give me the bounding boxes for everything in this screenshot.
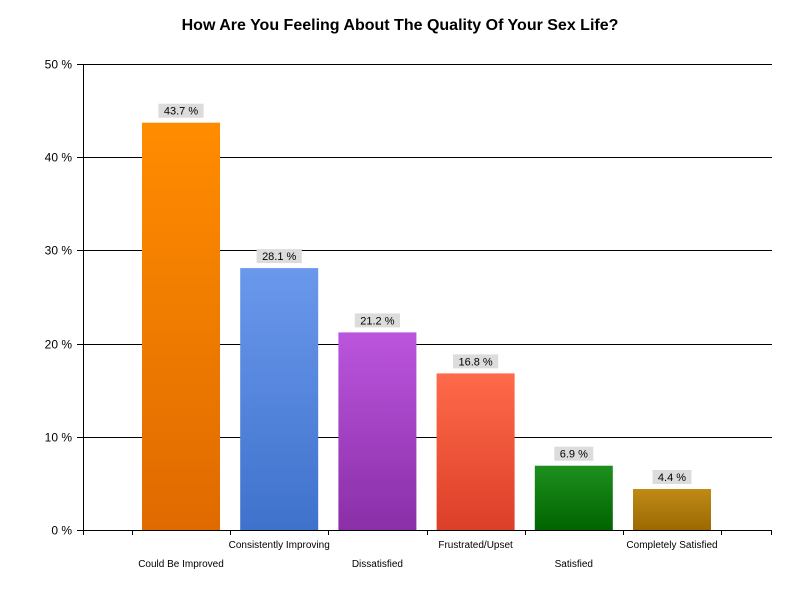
data-label: 43.7 % xyxy=(164,106,198,118)
y-tick-label: 20 % xyxy=(45,338,73,352)
chart-title: How Are You Feeling About The Quality Of… xyxy=(181,17,619,34)
data-label-background xyxy=(453,354,499,369)
x-category-label: Could Be Improved xyxy=(138,559,224,570)
bar-0 xyxy=(142,122,220,530)
y-tick-label: 0 % xyxy=(51,524,72,538)
data-label-background xyxy=(256,249,302,264)
bar-4 xyxy=(534,465,613,530)
x-category-label: Dissatisfied xyxy=(352,559,403,570)
y-tick-label: 50 % xyxy=(45,58,73,72)
data-label: 16.8 % xyxy=(458,356,492,368)
x-category-label: Satisfied xyxy=(555,559,593,570)
bar-5 xyxy=(633,489,711,530)
x-category-label: Completely Satisfied xyxy=(626,540,717,551)
bar-2 xyxy=(338,332,417,530)
bar-1 xyxy=(240,268,319,530)
y-tick-label: 30 % xyxy=(45,244,73,258)
x-category-label: Frustrated/Upset xyxy=(438,540,513,551)
data-label: 28.1 % xyxy=(262,251,296,263)
data-label-background xyxy=(354,313,400,328)
data-label: 4.4 % xyxy=(658,472,686,484)
y-tick-label: 40 % xyxy=(45,151,73,165)
data-label-background xyxy=(158,103,204,118)
x-category-label: Consistently Improving xyxy=(229,540,330,551)
data-label: 21.2 % xyxy=(360,315,394,327)
data-label-background xyxy=(554,446,594,461)
data-label-background xyxy=(652,470,692,484)
data-label: 6.9 % xyxy=(560,449,588,461)
bar-3 xyxy=(436,373,515,530)
y-tick-label: 10 % xyxy=(45,431,73,445)
